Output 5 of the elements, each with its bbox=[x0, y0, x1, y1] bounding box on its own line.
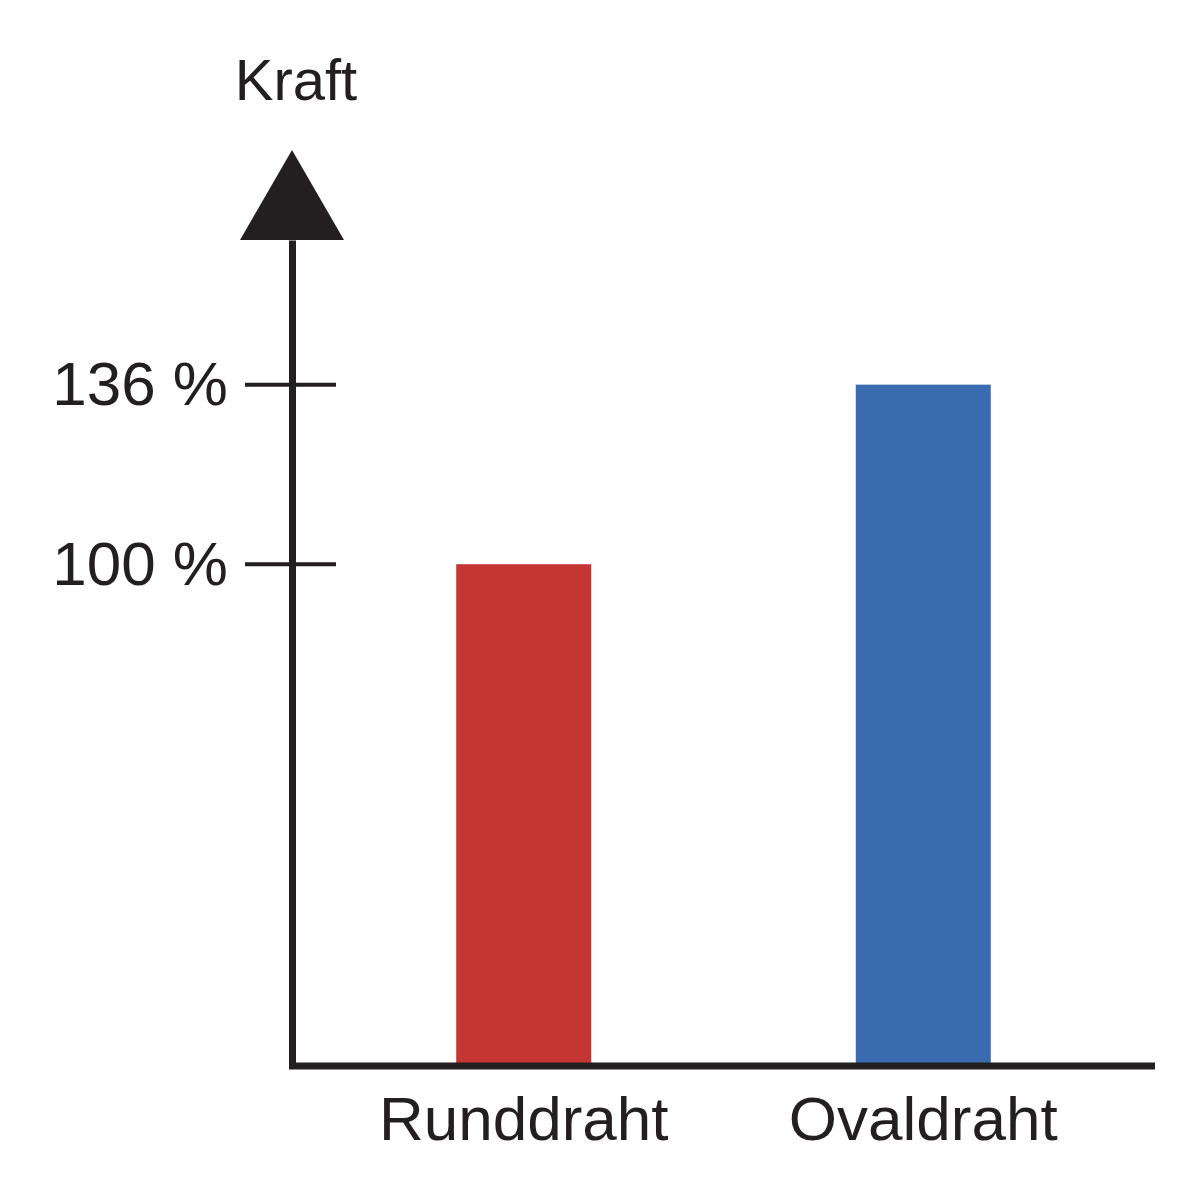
x-tick-label: Ovaldraht bbox=[788, 1084, 1058, 1153]
y-tick-label: 136 % bbox=[52, 348, 228, 418]
y-tick-label: 100 % bbox=[52, 528, 228, 598]
x-tick-label: Runddraht bbox=[378, 1084, 669, 1153]
y-axis-title: Kraft bbox=[234, 47, 358, 112]
